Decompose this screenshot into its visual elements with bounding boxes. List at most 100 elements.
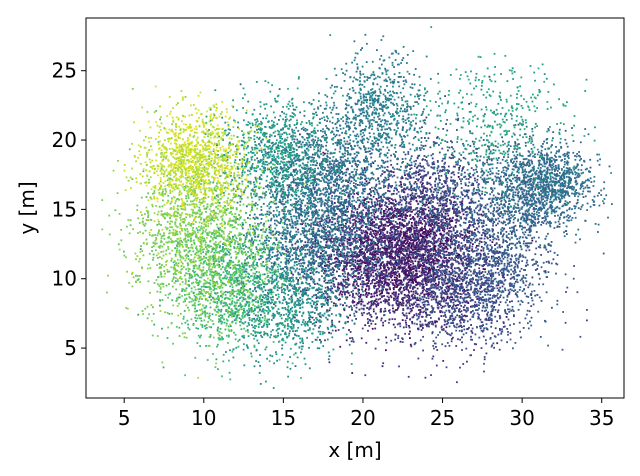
scatter-point: [446, 209, 449, 212]
scatter-point: [441, 237, 443, 239]
scatter-point: [422, 265, 424, 267]
scatter-point: [472, 314, 475, 316]
scatter-point: [380, 235, 382, 238]
scatter-point: [370, 233, 373, 235]
scatter-point: [417, 215, 420, 217]
scatter-point: [389, 281, 392, 283]
scatter-point: [409, 250, 412, 253]
scatter-point: [371, 295, 374, 298]
scatter-point: [371, 224, 374, 227]
scatter-point: [433, 320, 436, 323]
scatter-point: [440, 293, 443, 295]
scatter-point: [392, 224, 395, 227]
scatter-point: [449, 318, 452, 320]
scatter-point: [387, 241, 390, 244]
scatter-point: [432, 345, 435, 347]
scatter-point: [301, 246, 303, 248]
scatter-point: [459, 293, 462, 295]
scatter-point: [378, 275, 381, 278]
scatter-point: [337, 258, 339, 261]
scatter-point: [432, 236, 435, 239]
scatter-point: [435, 177, 437, 180]
scatter-point: [364, 283, 367, 286]
scatter-point: [488, 319, 491, 322]
scatter-point: [424, 276, 426, 278]
scatter-point: [349, 247, 352, 250]
scatter-point: [399, 213, 402, 215]
scatter-point: [451, 338, 453, 340]
scatter-point: [384, 280, 387, 283]
scatter-point: [388, 200, 391, 203]
scatter-point: [492, 288, 495, 290]
scatter-point: [421, 236, 424, 238]
scatter-point: [464, 244, 467, 246]
scatter-point: [429, 278, 432, 281]
scatter-point: [415, 298, 418, 301]
scatter-point: [410, 279, 413, 282]
scatter-point: [404, 270, 407, 273]
scatter-point: [434, 271, 437, 274]
scatter-point: [356, 259, 359, 262]
scatter-point: [398, 289, 401, 292]
scatter-point: [422, 209, 425, 212]
scatter-point: [498, 280, 500, 283]
scatter-point: [356, 211, 359, 213]
scatter-point: [476, 171, 478, 173]
scatter-point: [409, 227, 412, 229]
scatter-point: [464, 267, 467, 269]
scatter-point: [499, 286, 501, 289]
scatter-point: [502, 321, 505, 324]
scatter-point: [473, 292, 476, 294]
scatter-point: [382, 273, 385, 275]
scatter-point: [472, 184, 475, 186]
scatter-point: [337, 282, 340, 284]
scatter-point: [365, 262, 368, 264]
scatter-point: [389, 252, 392, 255]
scatter-point: [340, 262, 342, 264]
scatter-point: [366, 294, 369, 296]
scatter-point: [400, 244, 402, 247]
scatter-point: [347, 205, 349, 208]
scatter-point: [374, 253, 377, 256]
scatter-point: [396, 163, 399, 165]
scatter-point: [466, 267, 468, 269]
scatter-point: [422, 349, 424, 352]
scatter-point: [461, 286, 463, 288]
scatter-point: [386, 282, 389, 284]
scatter-point: [383, 233, 386, 236]
scatter-point: [404, 213, 407, 216]
scatter-point: [336, 208, 339, 210]
scatter-point: [418, 294, 421, 297]
scatter-point: [528, 310, 531, 313]
scatter-point: [392, 213, 395, 216]
scatter-point: [371, 280, 374, 282]
scatter-point: [368, 325, 371, 327]
scatter-point: [395, 291, 397, 294]
scatter-point: [351, 276, 354, 279]
scatter-point: [343, 260, 345, 263]
scatter-point: [307, 212, 309, 215]
scatter-point: [418, 242, 421, 244]
scatter-point: [425, 116, 428, 119]
scatter-point: [452, 280, 455, 283]
scatter-point: [454, 288, 457, 291]
scatter-point: [454, 267, 456, 270]
scatter-point: [402, 248, 405, 251]
scatter-point: [299, 259, 302, 261]
scatter-point: [472, 291, 475, 294]
scatter-point: [377, 298, 380, 301]
scatter-point: [419, 235, 422, 237]
scatter-point: [456, 278, 458, 281]
scatter-point: [398, 268, 401, 270]
scatter-point: [390, 257, 393, 260]
scatter-point: [422, 311, 424, 314]
scatter-point: [389, 212, 391, 215]
scatter-point: [397, 191, 400, 193]
scatter-point: [442, 244, 445, 247]
scatter-point: [370, 242, 372, 245]
scatter-point: [371, 269, 373, 271]
scatter-point: [427, 137, 430, 140]
scatter-point: [437, 177, 440, 179]
scatter-point: [410, 200, 412, 203]
scatter-point: [397, 241, 399, 244]
